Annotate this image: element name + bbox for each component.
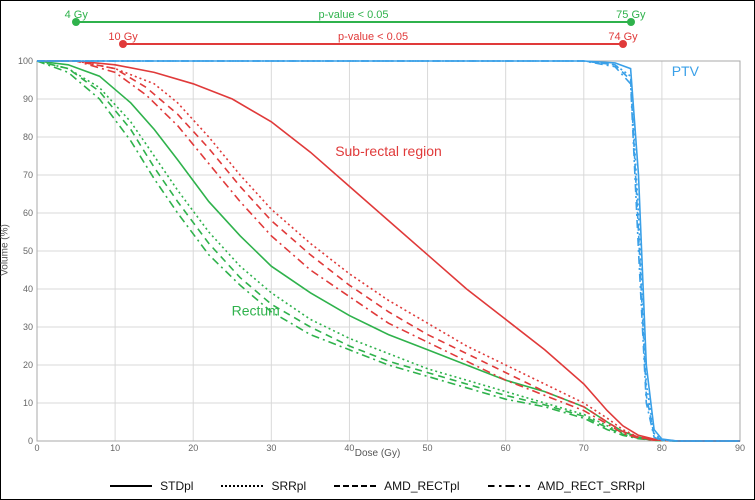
- x-axis-label: Dose (Gy): [355, 448, 401, 459]
- svg-text:0: 0: [28, 436, 33, 446]
- label-ptv: PTV: [672, 63, 700, 79]
- svg-text:0: 0: [34, 443, 39, 453]
- svg-text:80: 80: [23, 132, 33, 142]
- pvalue-endlabel-red-right: 74 Gy: [608, 31, 637, 43]
- legend-label-AMD_RECTpl: AMD_RECTpl: [384, 479, 459, 493]
- legend-line-AMD_RECT_SRRpl: [488, 485, 530, 487]
- pvalue-text-red: p-value < 0.05: [338, 31, 408, 43]
- svg-text:20: 20: [188, 443, 198, 453]
- svg-text:30: 30: [23, 322, 33, 332]
- legend-line-SRRpl: [221, 485, 263, 487]
- svg-text:80: 80: [657, 443, 667, 453]
- legend-label-STDpl: STDpl: [160, 479, 193, 493]
- svg-text:60: 60: [23, 208, 33, 218]
- pvalue-bar-red: [123, 43, 623, 45]
- legend-label-AMD_RECT_SRRpl: AMD_RECT_SRRpl: [538, 479, 645, 493]
- svg-text:90: 90: [23, 94, 33, 104]
- svg-text:10: 10: [23, 398, 33, 408]
- pvalue-endlabel-green-left: 4 Gy: [65, 9, 88, 21]
- pvalue-endlabel-red-left: 10 Gy: [108, 31, 137, 43]
- legend-item-STDpl: STDpl: [110, 479, 193, 493]
- chart-frame: 4 Gy 75 Gy p-value < 0.05 10 Gy 74 Gy p-value…: [0, 0, 755, 500]
- legend-item-AMD_RECTpl: AMD_RECTpl: [334, 479, 459, 493]
- dvh-plot-svg: 0102030405060708090010203040506070809010…: [37, 61, 740, 441]
- legend-line-STDpl: [110, 485, 152, 487]
- svg-text:50: 50: [423, 443, 433, 453]
- svg-text:40: 40: [23, 284, 33, 294]
- svg-text:10: 10: [110, 443, 120, 453]
- svg-text:90: 90: [735, 443, 745, 453]
- pvalue-endlabel-green-right: 75 Gy: [616, 9, 645, 21]
- svg-text:20: 20: [23, 360, 33, 370]
- svg-text:40: 40: [344, 443, 354, 453]
- legend-item-AMD_RECT_SRRpl: AMD_RECT_SRRpl: [488, 479, 645, 493]
- svg-text:60: 60: [501, 443, 511, 453]
- legend-label-SRRpl: SRRpl: [271, 479, 306, 493]
- label-subrectal: Sub-rectal region: [335, 143, 442, 159]
- pvalue-bar-green: [76, 21, 631, 23]
- pvalue-text-green: p-value < 0.05: [319, 9, 389, 21]
- plot-area: 0102030405060708090010203040506070809010…: [37, 61, 740, 441]
- significance-bars: 4 Gy 75 Gy p-value < 0.05 10 Gy 74 Gy p-value…: [9, 7, 746, 57]
- svg-text:70: 70: [579, 443, 589, 453]
- svg-text:50: 50: [23, 246, 33, 256]
- svg-text:70: 70: [23, 170, 33, 180]
- legend-item-SRRpl: SRRpl: [221, 479, 306, 493]
- grid: 0 10 20 30 40 50 60 70 80 90 0 10 20 30 40 50 60 70 80 90 10…: [18, 56, 745, 453]
- legend-line-AMD_RECTpl: [334, 485, 376, 487]
- label-rectum: Rectum: [232, 303, 280, 319]
- svg-text:100: 100: [18, 56, 33, 66]
- legend: STDpl SRRpl AMD_RECTpl AMD_RECT_SRRpl: [1, 479, 754, 493]
- svg-text:30: 30: [266, 443, 276, 453]
- y-axis-label: Volume (%): [0, 224, 11, 276]
